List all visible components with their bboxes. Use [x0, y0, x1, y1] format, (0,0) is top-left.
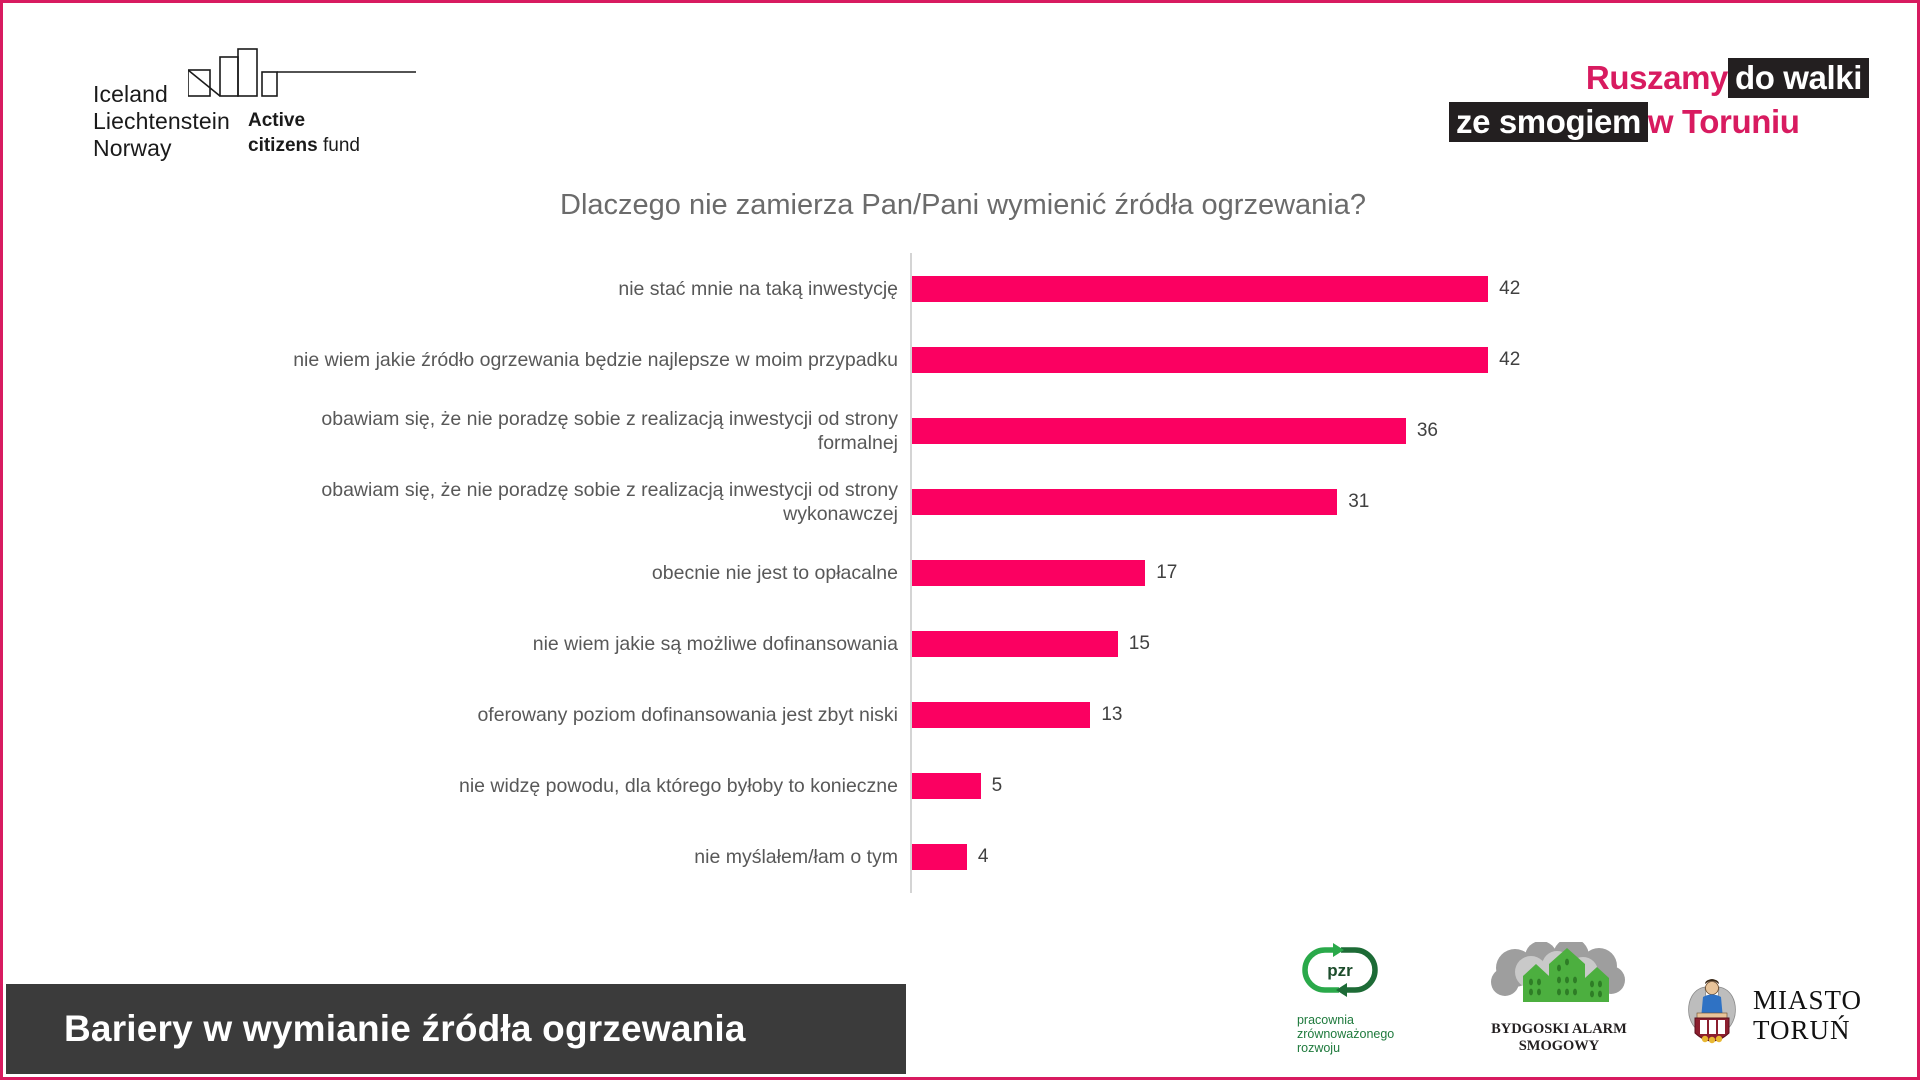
partner-logos: pzr pracownia zrównoważonego rozwoju	[1297, 938, 1862, 1055]
eea-country-lines: Iceland Liechtenstein Norway	[93, 81, 230, 162]
bar-chart-row: obawiam się, że nie poradzę sobie z real…	[3, 395, 1920, 466]
bar-segment[interactable]	[912, 488, 1338, 515]
pzr-logo: pzr pracownia zrównoważonego rozwoju	[1297, 942, 1437, 1055]
acf-bars-mark	[188, 48, 416, 97]
bar-track: 5	[912, 773, 1003, 800]
bar-category-label: obawiam się, że nie poradzę sobie z real…	[321, 478, 898, 525]
smog-logo-word-ze-smogiem: ze smogiem	[1449, 102, 1648, 142]
bar-segment[interactable]	[912, 773, 981, 800]
bar-segment[interactable]	[912, 702, 1091, 729]
bar-chart-row: nie wiem jakie źródło ogrzewania będzie …	[3, 324, 1920, 395]
bar-segment[interactable]	[912, 559, 1146, 586]
bar-value-label: 15	[1128, 633, 1150, 655]
bar-track: 42	[912, 346, 1521, 373]
bar-category-label: obecnie nie jest to opłacalne	[651, 561, 898, 584]
pzr-caption-line-2: zrównoważonego	[1296, 1027, 1395, 1041]
chart-title: Dlaczego nie zamierza Pan/Pani wymienić …	[560, 189, 1366, 221]
bar-track: 15	[912, 631, 1150, 658]
bar-segment[interactable]	[912, 346, 1489, 373]
bar-segment[interactable]	[912, 844, 967, 871]
bar-chart-row: nie myślałem/łam o tym 4	[3, 822, 1920, 893]
bar-value-label: 17	[1156, 561, 1178, 583]
bydgoski-alarm-smogowy-logo: BYDGOSKI ALARM SMOGOWY	[1479, 938, 1639, 1055]
chart-category-axis-line	[910, 253, 912, 893]
eea-line-norway: Norway	[93, 135, 172, 161]
bar-value-label: 36	[1416, 419, 1438, 441]
bar-category-label: oferowany poziom dofinansowania jest zby…	[477, 704, 898, 727]
bar-chart-row: oferowany poziom dofinansowania jest zby…	[3, 680, 1920, 751]
bar-category-label: nie wiem jakie są możliwe dofinansowania	[532, 633, 898, 656]
smog-logo-word-do-walki: do walki	[1728, 58, 1869, 98]
bar-track: 36	[912, 417, 1438, 444]
pzr-circular-arrows-icon: pzr	[1302, 943, 1378, 997]
eea-line-liechtenstein: Liechtenstein	[93, 108, 230, 134]
bar-value-label: 5	[991, 775, 1003, 797]
bar-track: 4	[912, 844, 989, 871]
bar-chart-row: nie stać mnie na taką inwestycję 42	[3, 253, 1920, 324]
bas-caption-line-1: BYDGOSKI ALARM	[1491, 1021, 1627, 1037]
iceland-liechtenstein-norway-acf-logo: Iceland Liechtenstein Norway Active citi…	[93, 48, 416, 163]
pzr-caption-line-3: rozwoju	[1296, 1041, 1341, 1055]
bar-track: 13	[912, 702, 1123, 729]
acf-line-citizens-fund: citizens fund	[248, 133, 360, 158]
acf-word-fund: fund	[317, 135, 360, 156]
bar-chart-row: nie wiem jakie są możliwe dofinansowania…	[3, 609, 1920, 680]
bar-value-label: 13	[1101, 704, 1123, 726]
bar-track: 42	[912, 275, 1521, 302]
bar-track: 17	[912, 559, 1178, 586]
bar-segment[interactable]	[912, 275, 1489, 302]
miasto-torun-logo: MIASTO TORUŃ	[1681, 975, 1862, 1055]
bas-caption-line-2: SMOGOWY	[1518, 1038, 1600, 1054]
bar-category-label: nie stać mnie na taką inwestycję	[618, 277, 898, 300]
slide-footer-banner-title: Bariery w wymianie źródła ogrzewania	[64, 1008, 746, 1049]
eea-line-iceland: Iceland	[93, 81, 168, 107]
bar-category-label: nie wiem jakie źródło ogrzewania będzie …	[293, 348, 898, 371]
pzr-caption-line-1: pracownia	[1296, 1013, 1354, 1027]
bar-category-label: nie myślałem/łam o tym	[694, 846, 898, 869]
svg-text:pzr: pzr	[1327, 961, 1353, 980]
smog-cloud-buildings-icon	[1490, 938, 1625, 1002]
active-citizens-fund-wordmark: Active citizens fund	[248, 108, 360, 158]
bar-track: 31	[912, 488, 1370, 515]
torun-wordmark-line-2: TORUŃ	[1752, 1015, 1851, 1045]
bar-category-label: nie widzę powodu, dla którego byłoby to …	[458, 775, 898, 798]
smog-logo-word-ruszamy: Ruszamy	[1585, 59, 1728, 96]
torun-coat-of-arms-icon	[1688, 979, 1736, 1044]
ruszamy-do-walki-ze-smogiem-logo: Ruszamy do walki ze smogiem w Toruniu	[1449, 58, 1869, 148]
bar-chart-row: obawiam się, że nie poradzę sobie z real…	[3, 466, 1920, 537]
acf-word-citizens: citizens	[248, 135, 318, 156]
bar-segment[interactable]	[912, 417, 1406, 444]
bar-chart-plot-area: nie stać mnie na taką inwestycję 42 nie wi…	[3, 253, 1920, 893]
bar-chart-row: obecnie nie jest to opłacalne 17	[3, 537, 1920, 608]
pzr-logo-caption: pracownia zrównoważonego rozwoju	[1297, 1013, 1437, 1055]
smog-logo-word-w-toruniu: w Toruniu	[1647, 103, 1800, 140]
smog-logo-row-1: Ruszamy do walki	[1449, 58, 1869, 98]
bar-value-label: 4	[977, 846, 989, 868]
torun-logo-wordmark: MIASTO TORUŃ	[1753, 985, 1862, 1045]
smog-logo-row-2: ze smogiem w Toruniu	[1449, 102, 1869, 142]
bar-value-label: 42	[1499, 348, 1521, 370]
bar-value-label: 31	[1348, 490, 1370, 512]
torun-wordmark-line-1: MIASTO	[1752, 985, 1862, 1015]
bar-chart-row: nie widzę powodu, dla którego byłoby to …	[3, 751, 1920, 822]
bas-logo-caption: BYDGOSKI ALARM SMOGOWY	[1479, 1021, 1639, 1055]
bar-value-label: 42	[1499, 277, 1521, 299]
slide-footer-banner: Bariery w wymianie źródła ogrzewania	[6, 984, 906, 1074]
bar-category-label: obawiam się, że nie poradzę sobie z real…	[321, 407, 898, 454]
acf-line-active: Active	[248, 110, 306, 131]
bar-segment[interactable]	[912, 631, 1118, 658]
